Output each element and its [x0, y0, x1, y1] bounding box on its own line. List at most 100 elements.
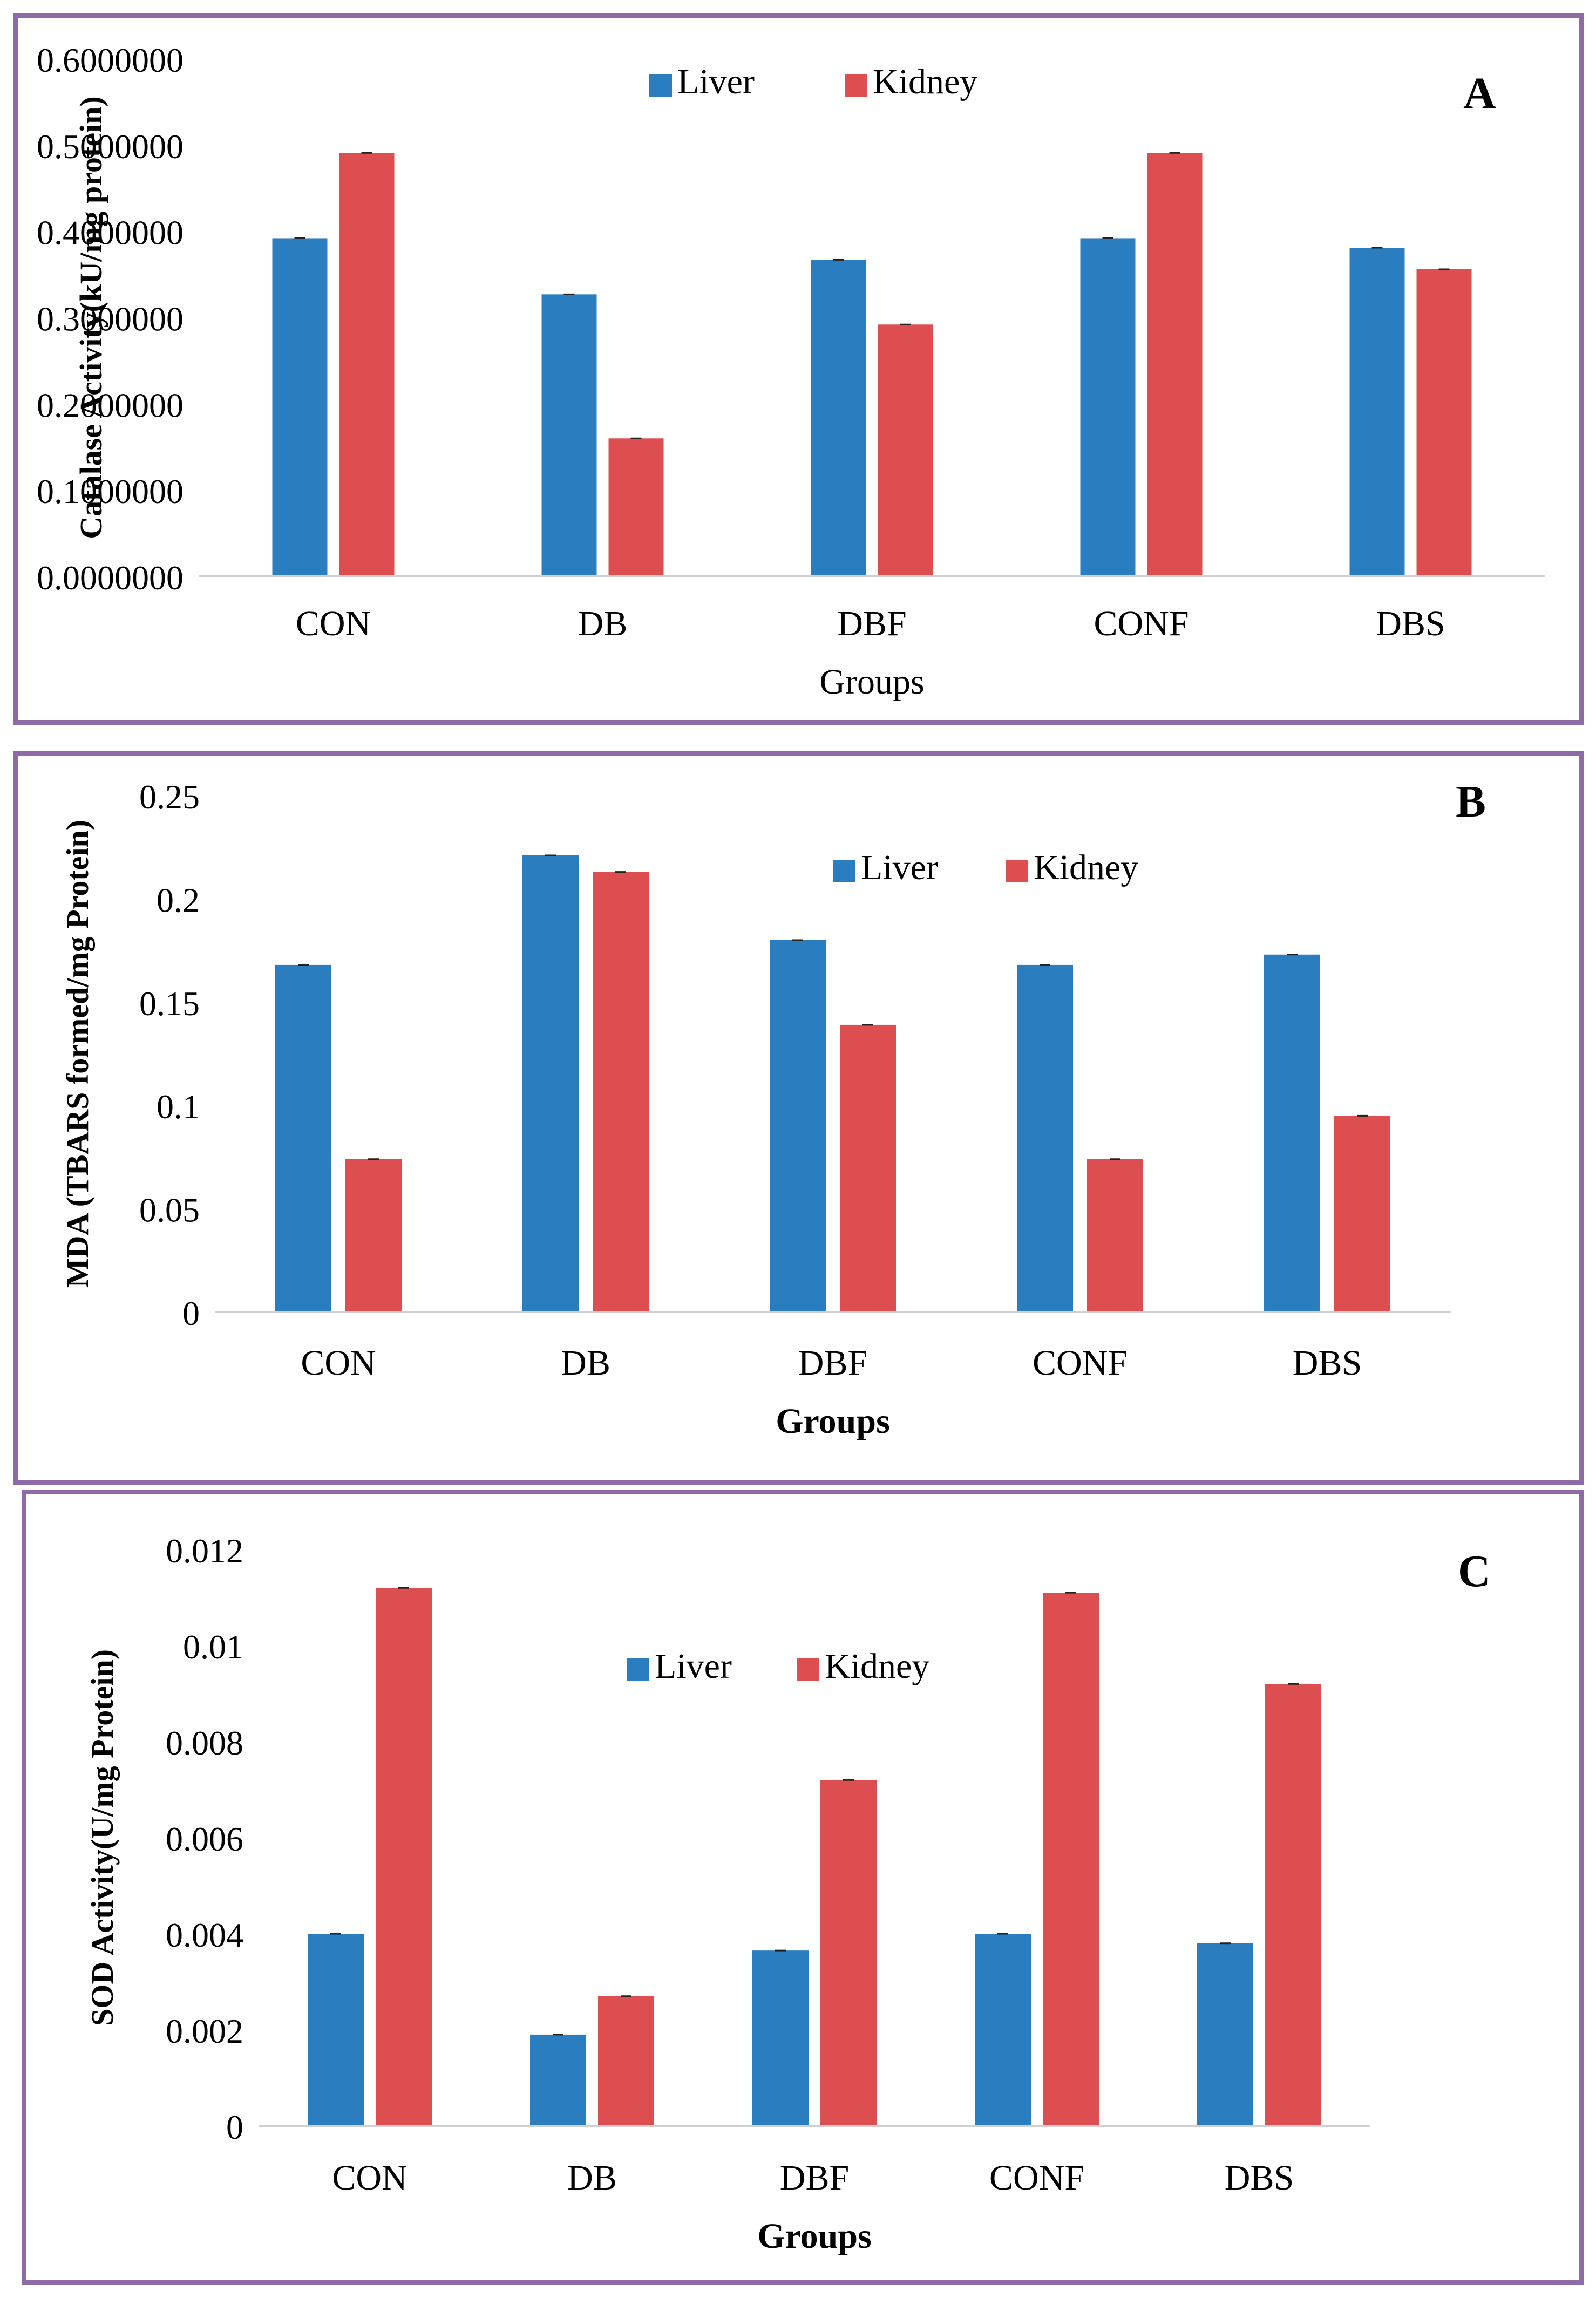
bar-kidney-conf — [1087, 1159, 1143, 1312]
bar-liver-conf — [1080, 238, 1136, 576]
bar-liver-db — [541, 294, 597, 576]
legend-kidney-label: Kidney — [873, 62, 977, 101]
x-tick-label: DBS — [1293, 1343, 1362, 1383]
y-tick-label: 0.15 — [139, 984, 200, 1023]
bars — [308, 1587, 1321, 2126]
x-tick-label: DB — [561, 1343, 610, 1383]
x-tick-label: DB — [567, 2158, 617, 2198]
y-tick-label: 0.05 — [139, 1191, 200, 1229]
legend-kidney-label: Kidney — [825, 1647, 929, 1686]
bar-kidney-con — [339, 153, 395, 576]
y-tick-label: 0.0000000 — [37, 559, 184, 597]
legend: Liver Kidney — [833, 848, 1138, 887]
panel-label: B — [1456, 777, 1486, 827]
x-tick-label: CONF — [989, 2158, 1084, 2198]
x-tick-label: DBS — [1225, 2158, 1294, 2198]
bar-kidney-con — [345, 1159, 402, 1312]
x-tick-labels: CON DB DBF CONF DBS — [296, 604, 1445, 643]
y-tick-label: 0 — [182, 1294, 200, 1332]
x-tick-label: DBF — [798, 1343, 867, 1383]
x-tick-label: CONF — [1033, 1343, 1128, 1383]
x-tick-label: CON — [301, 1343, 376, 1383]
y-tick-label: 0.5000000 — [37, 127, 184, 166]
legend-liver-swatch — [649, 74, 672, 97]
x-axis-title: Groups — [776, 1402, 890, 1441]
legend: Liver Kidney — [627, 1647, 929, 1686]
x-tick-label: DBS — [1376, 604, 1445, 643]
x-tick-label: DBF — [780, 2158, 849, 2198]
legend-kidney-swatch — [845, 74, 867, 97]
bar-kidney-dbf — [820, 1780, 877, 2126]
bar-liver-conf — [975, 1934, 1031, 2126]
mda-chart: B 0 0.05 0.1 0.15 0.2 0.25 CON DB DBF CONF DBS Li… — [60, 777, 1486, 1441]
x-tick-label: CON — [332, 2158, 407, 2198]
legend-liver-label: Liver — [677, 62, 755, 101]
panel-label: A — [1463, 69, 1496, 119]
x-tick-label: DBF — [837, 604, 906, 643]
legend-liver-swatch — [833, 860, 855, 882]
legend-kidney-swatch — [797, 1658, 819, 1681]
panel-a: A 0.0000000 0.1000000 0.2000000 0.3000000 0.… — [13, 13, 1584, 725]
bar-kidney-db — [593, 872, 649, 1312]
bar-liver-conf — [1017, 964, 1073, 1312]
y-axis-title: SOD Activity(U/mg Protein) — [85, 1649, 120, 2026]
x-tick-label: CONF — [1094, 604, 1188, 643]
y-tick-label: 0.012 — [166, 1532, 243, 1570]
legend-kidney-label: Kidney — [1034, 848, 1138, 887]
bar-liver-dbs — [1197, 1943, 1253, 2126]
bar-liver-db — [522, 855, 579, 1312]
y-tick-label: 0.01 — [183, 1628, 243, 1666]
y-axis-title: Catalase Activity(kU/mg protein) — [73, 96, 108, 539]
bar-liver-con — [308, 1934, 364, 2126]
bar-kidney-db — [598, 1996, 654, 2126]
bar-liver-con — [272, 238, 328, 576]
bar-kidney-con — [376, 1588, 432, 2126]
catalase-chart: A 0.00000000.10000000.20000000.30000000.… — [37, 41, 1545, 702]
y-axis-title: MDA (TBARS formed/mg Protein) — [60, 820, 95, 1288]
bar-kidney-dbs — [1416, 269, 1472, 576]
bars — [275, 854, 1390, 1312]
x-tick-labels: CON DB DBF CONF DBS — [332, 2158, 1294, 2198]
bar-liver-dbf — [752, 1950, 809, 2126]
y-tick-label: 0 — [226, 2108, 243, 2146]
y-tick-label: 0.2000000 — [37, 386, 184, 424]
bar-liver-dbs — [1349, 248, 1405, 576]
x-axis-title: Groups — [819, 662, 924, 702]
legend-liver-label: Liver — [861, 848, 938, 887]
bar-liver-con — [275, 964, 331, 1312]
bar-kidney-dbs — [1334, 1116, 1390, 1312]
y-tick-label: 0.002 — [166, 2012, 243, 2050]
bar-liver-dbf — [770, 940, 826, 1312]
legend-liver-label: Liver — [655, 1647, 732, 1686]
y-tick-label: 0.3000000 — [37, 300, 184, 338]
panel-label: C — [1458, 1546, 1491, 1596]
sod-chart: C 0 0.002 0.004 0.006 0.008 0.01 0.012 CON DB DB… — [85, 1532, 1491, 2256]
x-axis-title: Groups — [757, 2217, 872, 2256]
y-tick-label: 0.006 — [166, 1820, 243, 1858]
y-tick-label: 0.25 — [139, 778, 200, 816]
x-tick-label: DB — [578, 604, 628, 643]
y-tick-label: 0.1 — [157, 1087, 200, 1126]
legend: Liver Kidney — [649, 62, 977, 101]
bars — [272, 152, 1472, 577]
panel-c: C 0 0.002 0.004 0.006 0.008 0.01 0.012 CON DB DB… — [22, 1490, 1584, 2285]
y-tick-label: 0.004 — [166, 1916, 243, 1954]
bar-kidney-dbf — [878, 324, 933, 576]
y-tick-label: 0.4000000 — [37, 214, 184, 252]
legend-kidney-swatch — [1006, 860, 1028, 882]
y-tick-labels: 0.0000000 0.1000000 0.2000000 0.3000000 0.40… — [37, 41, 184, 597]
y-tick-labels: 0 0.002 0.004 0.006 0.008 0.01 0.012 — [166, 1532, 243, 2146]
bar-liver-db — [530, 2034, 586, 2126]
bar-kidney-dbf — [840, 1024, 896, 1312]
x-tick-labels: CON DB DBF CONF DBS — [301, 1343, 1362, 1383]
bar-liver-dbf — [811, 260, 866, 577]
y-tick-label: 0.2 — [157, 881, 200, 919]
y-tick-label: 0.008 — [166, 1724, 243, 1762]
bar-kidney-db — [608, 438, 664, 576]
bar-liver-dbs — [1264, 954, 1320, 1312]
y-tick-labels: 0 0.05 0.1 0.15 0.2 0.25 — [139, 778, 200, 1332]
bar-kidney-conf — [1147, 153, 1203, 576]
legend-liver-swatch — [627, 1658, 649, 1681]
y-tick-label: 0.1000000 — [37, 472, 184, 511]
y-tick-label: 0.6000000 — [37, 41, 184, 79]
